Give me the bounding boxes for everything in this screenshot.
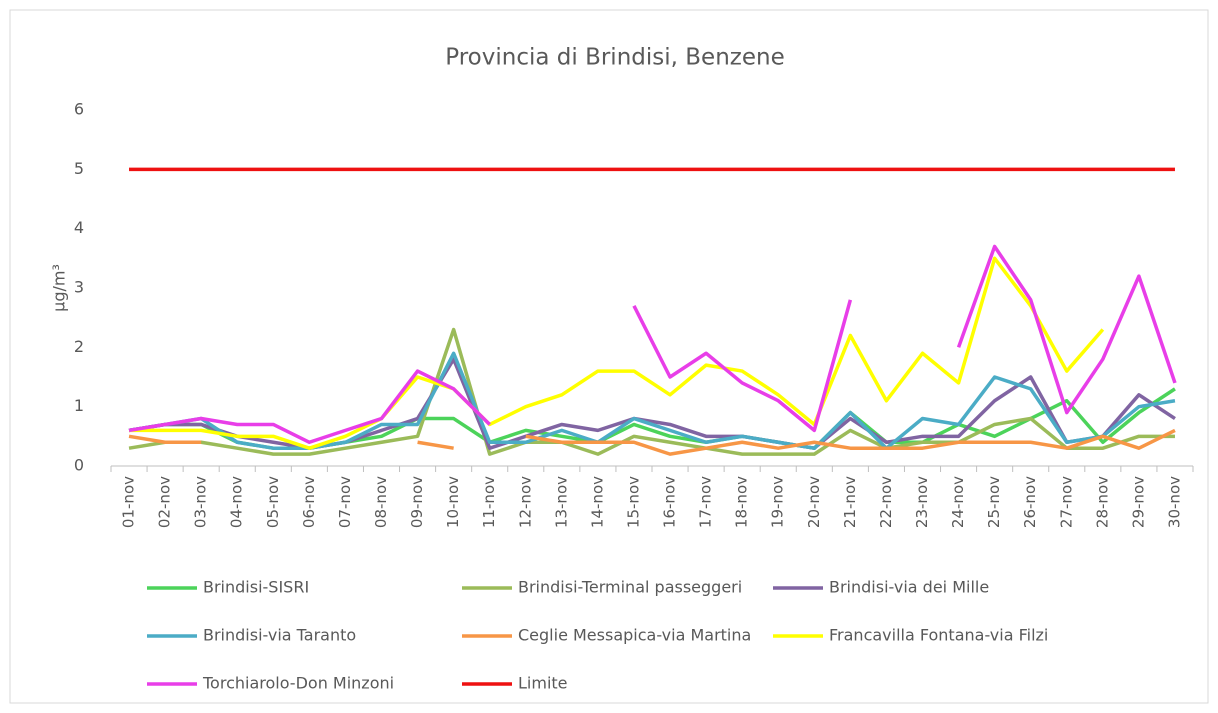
x-tick-label: 21-nov	[841, 476, 859, 528]
series-line	[129, 256, 1105, 450]
x-tick-label: 27-nov	[1057, 476, 1075, 528]
x-tick-label: 04-nov	[228, 476, 246, 528]
x-tick-label: 28-nov	[1093, 476, 1111, 528]
x-tick-label: 22-nov	[877, 476, 895, 528]
x-tick-label: 02-nov	[156, 476, 174, 528]
x-tick-label: 03-nov	[192, 476, 210, 528]
y-tick-label: 0	[74, 456, 84, 475]
series-line	[128, 244, 1177, 445]
legend-label: Brindisi-SISRI	[203, 578, 309, 597]
chart-title: Provincia di Brindisi, Benzene	[445, 45, 784, 71]
x-tick-label: 14-nov	[588, 476, 606, 528]
chart-border	[9, 9, 1209, 704]
x-tick-label: 17-nov	[697, 476, 715, 528]
x-tick-label: 10-nov	[444, 476, 462, 528]
y-tick-label: 2	[74, 337, 84, 356]
legend-label: Brindisi-Terminal passeggeri	[518, 578, 742, 597]
x-tick-label: 01-nov	[120, 476, 138, 528]
y-tick-label: 4	[74, 218, 84, 237]
x-tick-label: 06-nov	[300, 476, 318, 528]
legend-label: Brindisi-via Taranto	[203, 626, 356, 645]
legend-label: Limite	[518, 674, 568, 693]
x-tick-label: 13-nov	[552, 476, 570, 528]
series-line	[128, 428, 1176, 456]
y-tick-label: 6	[74, 100, 84, 119]
y-tick-label: 3	[74, 278, 84, 297]
x-tick-label: 05-nov	[264, 476, 282, 528]
series-line	[128, 351, 1176, 450]
legend-label: Brindisi-via dei Mille	[829, 578, 989, 597]
x-tick-label: 19-nov	[769, 476, 787, 528]
legend-label: Ceglie Messapica-via Martina	[518, 626, 751, 645]
x-tick-label: 23-nov	[913, 476, 931, 528]
legend-label: Francavilla Fontana-via Filzi	[829, 626, 1048, 645]
x-tick-label: 11-nov	[480, 476, 498, 528]
x-tick-label: 12-nov	[516, 476, 534, 528]
y-tick-label: 5	[74, 159, 84, 178]
x-tick-label: 07-nov	[336, 476, 354, 528]
y-axis-label: µg/m³	[50, 264, 69, 312]
x-tick-label: 25-nov	[985, 476, 1003, 528]
x-tick-label: 15-nov	[624, 476, 642, 528]
legend-label: Torchiarolo-Don Minzoni	[202, 674, 394, 693]
x-tick-label: 16-nov	[661, 476, 679, 528]
x-tick-label: 30-nov	[1165, 476, 1183, 528]
y-tick-label: 1	[74, 396, 84, 415]
series-line	[128, 327, 1175, 456]
x-tick-label: 20-nov	[805, 476, 823, 528]
x-tick-label: 26-nov	[1021, 476, 1039, 528]
x-tick-label: 09-nov	[408, 476, 426, 528]
x-tick-label: 18-nov	[733, 476, 751, 528]
x-tick-label: 08-nov	[372, 476, 390, 528]
x-tick-label: 29-nov	[1129, 476, 1147, 528]
x-tick-label: 24-nov	[949, 476, 967, 528]
